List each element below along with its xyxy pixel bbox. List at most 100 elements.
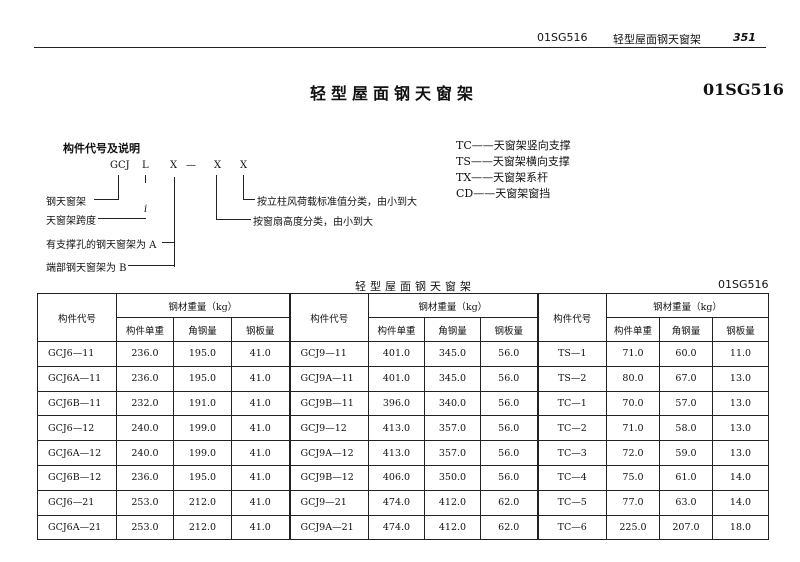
table-row: GCJ6—11 236.0 195.0 41.0 GCJ9—11 401.0 345.0 56… [37,341,769,367]
page-number: 351 [733,31,756,44]
designation-heading: 构件代号及说明 [63,142,140,155]
unit-weight-cell: 77.0 [606,489,660,516]
unit-weight-cell: 240.0 [116,415,174,442]
member-code-cell: TC—6 [536,514,607,541]
code-part-span: L [142,160,149,171]
weight-table: 构件代号 钢材重量（kg） 构件代号 钢材重量（kg） 构件代号 钢材重量（kg… [37,293,769,541]
unit-weight-cell: 71.0 [606,415,660,442]
angle-steel-cell: 412.0 [424,489,481,516]
table-code: 01SG516 [718,278,769,291]
member-code-cell: TC—4 [536,464,607,491]
legend-desc: 天窗架窗挡 [495,187,551,200]
steel-plate-cell: 41.0 [231,390,290,417]
angle-steel-cell: 345.0 [424,341,481,367]
legend-item-tx: TX——天窗架系杆 [456,171,549,184]
unit-weight-cell: 401.0 [368,341,425,367]
steel-plate-cell: 13.0 [712,415,769,442]
angle-steel-cell: 195.0 [173,464,232,491]
angle-steel-cell: 191.0 [173,390,232,417]
angle-steel-cell: 212.0 [173,489,232,516]
legend-desc: 天窗架横向支撑 [492,155,570,168]
angle-steel-cell: 63.0 [659,489,713,516]
member-code-cell: TC—3 [536,440,607,466]
header-member: 构件代号 [288,293,369,342]
unit-weight-cell: 75.0 [606,464,660,491]
steel-plate-cell: 56.0 [480,464,538,491]
running-header-title: 轻型屋面钢天窗架 [613,33,701,46]
member-code-cell: GCJ6B—11 [37,390,117,417]
header-weight-group: 钢材重量（kg） [606,293,769,318]
legend-desc: 天窗架竖向支撑 [493,139,571,152]
legend-code: TC [456,139,472,152]
header-plate: 钢板量 [712,317,769,342]
member-code-cell: GCJ6A—12 [37,440,117,466]
legend-code: CD [456,187,474,200]
member-code-cell: GCJ6A—11 [37,365,117,392]
page-title: 轻型屋面钢天窗架 [310,84,479,103]
label-type-b: 端部钢天窗架为 B [46,263,127,274]
steel-plate-cell: 62.0 [480,489,538,516]
unit-weight-cell: 80.0 [606,365,660,392]
member-code-cell: TC—5 [536,489,607,516]
unit-weight-cell: 236.0 [116,341,174,367]
header-weight-group: 钢材重量（kg） [116,293,290,318]
unit-weight-cell: 70.0 [606,390,660,417]
code-part-gcj: GCJ [110,160,130,171]
member-code-cell: GCJ9A—21 [288,514,369,541]
span-mark: i [144,204,148,215]
angle-steel-cell: 199.0 [173,415,232,442]
angle-steel-cell: 207.0 [659,514,713,541]
legend-item-cd: CD——天窗架窗挡 [456,187,551,200]
table-row: GCJ6—12 240.0 199.0 41.0 GCJ9—12 413.0 357.0 56… [37,415,769,442]
header-plate: 钢板量 [480,317,538,342]
unit-weight-cell: 253.0 [116,489,174,516]
steel-plate-cell: 56.0 [480,390,538,417]
angle-steel-cell: 357.0 [424,415,481,442]
steel-plate-cell: 41.0 [231,489,290,516]
unit-weight-cell: 72.0 [606,440,660,466]
angle-steel-cell: 350.0 [424,464,481,491]
unit-weight-cell: 236.0 [116,464,174,491]
unit-weight-cell: 396.0 [368,390,425,417]
label-span: 天窗架跨度 [46,216,96,227]
member-code-cell: GCJ9B—12 [288,464,369,491]
steel-plate-cell: 56.0 [480,440,538,466]
legend-item-tc: TC——天窗架竖向支撑 [456,139,571,152]
member-code-cell: GCJ6A—21 [37,514,117,541]
steel-plate-cell: 41.0 [231,440,290,466]
unit-weight-cell: 401.0 [368,365,425,392]
steel-plate-cell: 13.0 [712,365,769,392]
angle-steel-cell: 212.0 [173,514,232,541]
member-code-cell: GCJ9A—12 [288,440,369,466]
angle-steel-cell: 67.0 [659,365,713,392]
table-row: GCJ6A—11 236.0 195.0 41.0 GCJ9A—11 401.0 345.0… [37,365,769,392]
steel-plate-cell: 18.0 [712,514,769,541]
angle-steel-cell: 412.0 [424,514,481,541]
member-code-cell: TC—1 [536,390,607,417]
angle-steel-cell: 58.0 [659,415,713,442]
header-member: 构件代号 [37,293,117,342]
unit-weight-cell: 474.0 [368,489,425,516]
angle-steel-cell: 195.0 [173,365,232,392]
steel-plate-cell: 13.0 [712,440,769,466]
table-row: GCJ6B—12 236.0 195.0 41.0 GCJ9B—12 406.0 350.0… [37,464,769,491]
member-code-cell: GCJ9—21 [288,489,369,516]
table-row: GCJ6A—12 240.0 199.0 41.0 GCJ9A—12 413.0 357.0… [37,440,769,466]
label-steel-frame: 钢天窗架 [46,197,86,208]
steel-plate-cell: 41.0 [231,341,290,367]
label-wind-load: 按立柱风荷载标准值分类，由小到大 [257,197,417,208]
header-rule [34,47,766,48]
header-weight-group: 钢材重量（kg） [368,293,538,318]
header-unit-weight: 构件单重 [116,317,174,342]
unit-weight-cell: 474.0 [368,514,425,541]
header-unit-weight: 构件单重 [368,317,425,342]
code-part-dash: — [186,160,196,171]
legend: TC——天窗架竖向支撑 TS——天窗架横向支撑 TX——天窗架系杆 CD——天窗… [456,138,571,202]
angle-steel-cell: 340.0 [424,390,481,417]
leader-line [145,175,146,183]
table-row: GCJ6B—11 232.0 191.0 41.0 GCJ9B—11 396.0 340.0… [37,390,769,417]
header-angle: 角钢量 [659,317,713,342]
label-sash-height: 按窗扇高度分类，由小到大 [253,217,373,228]
steel-plate-cell: 41.0 [231,464,290,491]
member-code-cell: GCJ9A—11 [288,365,369,392]
